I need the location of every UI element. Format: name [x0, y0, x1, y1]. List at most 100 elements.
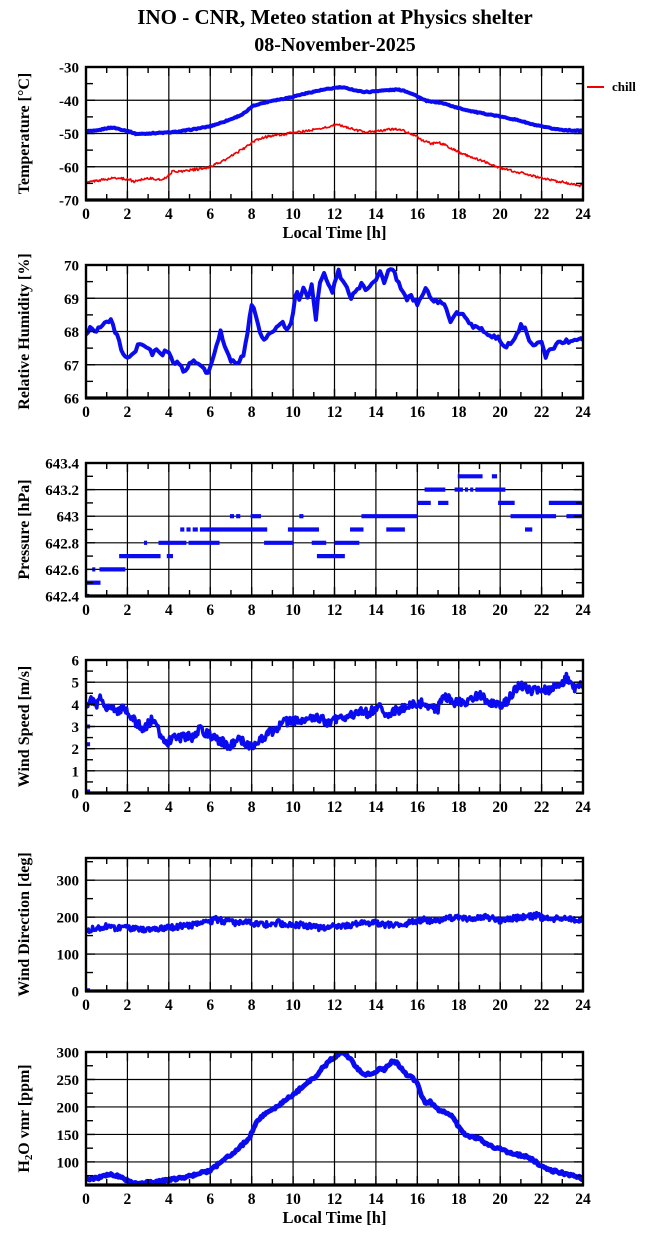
- svg-text:22: 22: [534, 799, 550, 816]
- svg-text:16: 16: [410, 404, 426, 421]
- svg-text:16: 16: [410, 997, 426, 1014]
- svg-text:18: 18: [451, 602, 467, 619]
- svg-text:2: 2: [124, 404, 132, 421]
- svg-text:20: 20: [492, 997, 508, 1014]
- series-humidity: [86, 267, 583, 375]
- svg-text:24: 24: [575, 602, 591, 619]
- svg-text:24: 24: [575, 404, 591, 421]
- svg-text:2: 2: [124, 997, 132, 1014]
- svg-text:6: 6: [206, 404, 214, 421]
- svg-text:8: 8: [248, 799, 256, 816]
- svg-text:20: 20: [492, 799, 508, 816]
- svg-text:6: 6: [206, 602, 214, 619]
- svg-text:6: 6: [72, 654, 80, 670]
- svg-text:8: 8: [248, 404, 256, 421]
- svg-text:-40: -40: [59, 94, 79, 110]
- svg-text:642.6: 642.6: [45, 563, 79, 579]
- svg-text:643.4: 643.4: [45, 457, 79, 473]
- svg-text:16: 16: [410, 799, 426, 816]
- svg-text:642.8: 642.8: [45, 536, 79, 552]
- svg-text:16: 16: [410, 1191, 426, 1208]
- svg-text:24: 24: [575, 799, 591, 816]
- svg-text:150: 150: [57, 1128, 80, 1144]
- svg-text:67: 67: [64, 358, 80, 374]
- chill-line-swatch: [587, 86, 604, 88]
- svg-text:642.4: 642.4: [45, 590, 79, 606]
- svg-text:Pressure [hPa]: Pressure [hPa]: [16, 479, 33, 579]
- svg-text:-50: -50: [59, 127, 79, 143]
- svg-text:0: 0: [82, 1191, 90, 1208]
- svg-text:22: 22: [534, 602, 550, 619]
- svg-text:10: 10: [285, 1191, 301, 1208]
- svg-text:14: 14: [368, 206, 384, 223]
- svg-text:0: 0: [82, 206, 90, 223]
- svg-text:22: 22: [534, 997, 550, 1014]
- svg-text:4: 4: [165, 404, 173, 421]
- svg-text:4: 4: [165, 602, 173, 619]
- svg-text:24: 24: [575, 1191, 591, 1208]
- svg-text:12: 12: [327, 602, 343, 619]
- svg-text:18: 18: [451, 799, 467, 816]
- svg-text:-30: -30: [59, 61, 79, 77]
- svg-text:18: 18: [451, 1191, 467, 1208]
- svg-text:1: 1: [72, 764, 80, 780]
- svg-text:24: 24: [575, 997, 591, 1014]
- svg-text:10: 10: [285, 799, 301, 816]
- svg-text:643: 643: [57, 510, 80, 526]
- svg-text:3: 3: [72, 720, 80, 736]
- svg-text:10: 10: [285, 997, 301, 1014]
- legend-chill-label: chill: [612, 79, 636, 94]
- svg-text:66: 66: [64, 392, 80, 408]
- svg-text:20: 20: [492, 404, 508, 421]
- svg-text:18: 18: [451, 404, 467, 421]
- svg-text:14: 14: [368, 1191, 384, 1208]
- svg-text:100: 100: [57, 1155, 80, 1171]
- svg-text:20: 20: [492, 206, 508, 223]
- page-subtitle: 08-November-2025: [254, 34, 416, 56]
- svg-text:14: 14: [368, 997, 384, 1014]
- svg-text:8: 8: [248, 206, 256, 223]
- svg-text:Wind Speed [m/s]: Wind Speed [m/s]: [16, 666, 33, 788]
- svg-text:6: 6: [206, 799, 214, 816]
- svg-text:-70: -70: [59, 194, 79, 210]
- svg-text:0: 0: [82, 404, 90, 421]
- svg-text:2: 2: [124, 206, 132, 223]
- svg-text:6: 6: [206, 1191, 214, 1208]
- svg-text:H2​O vmr [ppm]: H2​O vmr [ppm]: [16, 1064, 35, 1172]
- svg-text:14: 14: [368, 602, 384, 619]
- svg-text:16: 16: [410, 602, 426, 619]
- svg-text:Wind Direction [deg]: Wind Direction [deg]: [16, 852, 33, 996]
- svg-text:68: 68: [64, 325, 79, 341]
- svg-text:14: 14: [368, 404, 384, 421]
- series-pressure: [86, 474, 583, 596]
- svg-text:14: 14: [368, 799, 384, 816]
- svg-text:22: 22: [534, 1191, 550, 1208]
- panel-temperature: 0 2 4 6 8 10 12 14 16 18 20 22 24-30-40-50-60-70Temp…: [16, 61, 591, 243]
- legend-chill: chill: [587, 79, 636, 94]
- svg-text:8: 8: [248, 602, 256, 619]
- svg-text:4: 4: [165, 799, 173, 816]
- svg-text:2: 2: [72, 742, 80, 758]
- svg-text:4: 4: [165, 206, 173, 223]
- svg-text:0: 0: [72, 787, 80, 803]
- svg-text:18: 18: [451, 997, 467, 1014]
- svg-text:22: 22: [534, 206, 550, 223]
- svg-text:300: 300: [57, 1046, 80, 1062]
- svg-text:20: 20: [492, 1191, 508, 1208]
- svg-text:16: 16: [410, 206, 426, 223]
- svg-text:12: 12: [327, 799, 343, 816]
- svg-text:12: 12: [327, 206, 343, 223]
- panel-humidity: 0 2 4 6 8 10 12 14 16 18 20 22 247069686766Relative …: [16, 253, 591, 421]
- svg-text:0: 0: [82, 997, 90, 1014]
- page-title: INO - CNR, Meteo station at Physics shel…: [137, 5, 533, 29]
- svg-text:Local Time [h]: Local Time [h]: [283, 1208, 387, 1227]
- svg-text:Local Time [h]: Local Time [h]: [283, 223, 387, 242]
- svg-text:2: 2: [124, 799, 132, 816]
- svg-text:Relative Humidity [%]: Relative Humidity [%]: [16, 253, 33, 409]
- svg-text:69: 69: [64, 292, 79, 308]
- svg-text:100: 100: [57, 948, 80, 964]
- svg-text:6: 6: [206, 206, 214, 223]
